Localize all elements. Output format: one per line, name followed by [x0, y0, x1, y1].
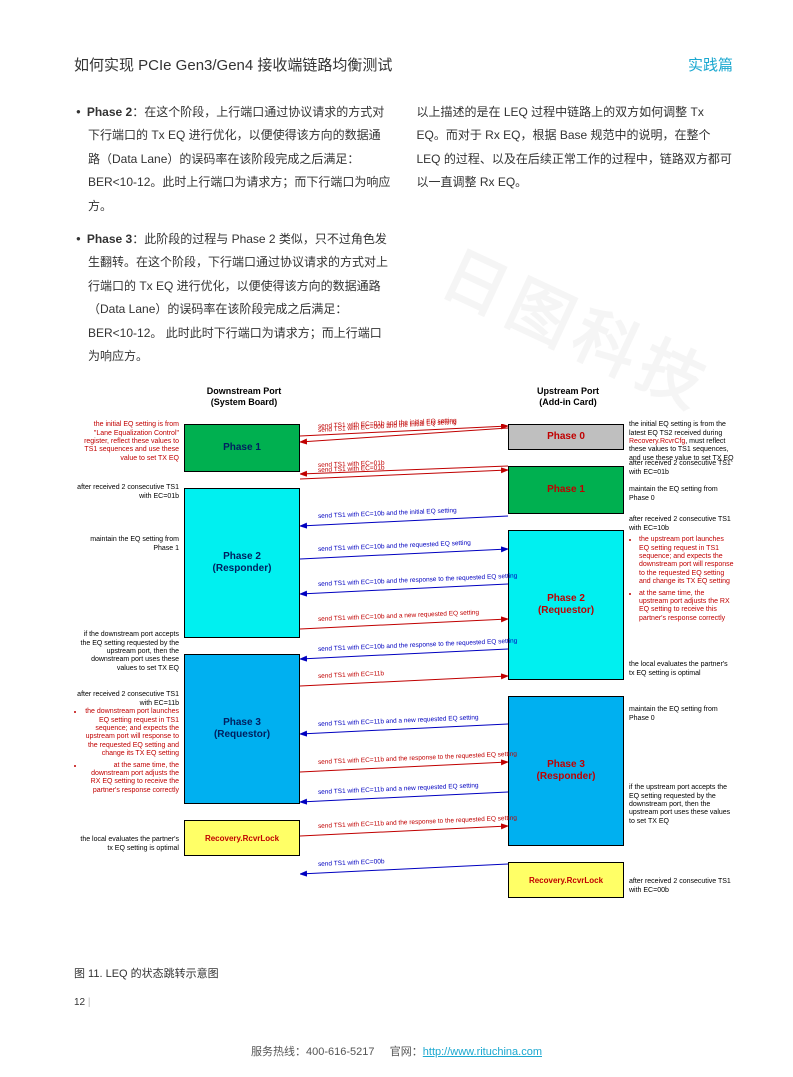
diagram-note-left: after received 2 consecutive TS1 with EC…	[74, 691, 179, 708]
hotline-label: 服务热线：	[251, 1046, 306, 1058]
right-para: 以上描述的是在 LEQ 过程中链路上的双方如何调整 Tx EQ。而对于 Rx E…	[417, 101, 734, 195]
body-columns: Phase 2：在这个阶段，上行端口通过协议请求的方式对下行端口的 Tx EQ …	[74, 101, 733, 378]
left-column: Phase 2：在这个阶段，上行端口通过协议请求的方式对下行端口的 Tx EQ …	[74, 101, 391, 378]
hotline: 400-616-5217	[306, 1046, 375, 1058]
phase3-para: Phase 3：此阶段的过程与 Phase 2 类似，只不过角色发生翻转。在这个…	[74, 228, 391, 368]
downstream-phase-box: Phase 3(Requestor)	[184, 654, 300, 804]
figure-caption: 图 11. LEQ 的状态跳转示意图	[74, 965, 733, 981]
right-column: 以上描述的是在 LEQ 过程中链路上的双方如何调整 Tx EQ。而对于 Rx E…	[417, 101, 734, 378]
leq-diagram: Downstream Port(System Board) Upstream P…	[74, 386, 733, 951]
page-footer: 服务热线：400-616-5217 官网：http://www.rituchin…	[0, 1043, 793, 1059]
upstream-phase-box: Recovery.RcvrLock	[508, 862, 624, 898]
upstream-title: Upstream Port(Add-in Card)	[508, 386, 628, 408]
page-number: 12 |	[74, 997, 733, 1008]
downstream-phase-box: Phase 1	[184, 424, 300, 472]
diagram-note-left: if the downstream port accepts the EQ se…	[74, 631, 179, 673]
downstream-title: Downstream Port(System Board)	[184, 386, 304, 408]
page-tag: 实践篇	[688, 54, 733, 75]
upstream-phase-box: Phase 1	[508, 466, 624, 514]
phase2-para: Phase 2：在这个阶段，上行端口通过协议请求的方式对下行端口的 Tx EQ …	[74, 101, 391, 218]
diagram-note-right: if the upstream port accepts the EQ sett…	[629, 784, 734, 826]
upstream-stack: Phase 0 Phase 1 Phase 2(Requestor) Phase 3(…	[508, 424, 624, 898]
site-link[interactable]: http://www.rituchina.com	[423, 1046, 542, 1058]
upstream-phase-box: Phase 3(Responder)	[508, 696, 624, 846]
diagram-note-right: after received 2 consecutive TS1 with EC…	[629, 516, 734, 533]
downstream-phase-box: Phase 2(Responder)	[184, 488, 300, 638]
downstream-stack: Phase 1 Phase 2(Responder) Phase 3(Request…	[184, 424, 300, 856]
upstream-phase-box: Phase 2(Requestor)	[508, 530, 624, 680]
diagram-note-right: maintain the EQ setting from Phase 0	[629, 706, 734, 723]
diagram-note-right: the local evaluates the partner's tx EQ …	[629, 661, 734, 678]
diagram-note-right: after received 2 consecutive TS1 with EC…	[629, 460, 734, 477]
diagram-note-left: the downstream port launches EQ setting …	[74, 708, 179, 798]
downstream-phase-box: Recovery.RcvrLock	[184, 820, 300, 856]
diagram-note-left: the initial EQ setting is from "Lane Equ…	[74, 421, 179, 463]
page-header: 如何实现 PCIe Gen3/Gen4 接收端链路均衡测试 实践篇	[74, 54, 733, 75]
diagram-note-right: after received 2 consecutive TS1 with EC…	[629, 878, 734, 895]
phase3-text: 此阶段的过程与 Phase 2 类似，只不过角色发生翻转。在这个阶段，下行端口通…	[88, 232, 388, 363]
phase2-text: 在这个阶段，上行端口通过协议请求的方式对下行端口的 Tx EQ 进行优化，以便使…	[88, 105, 390, 213]
diagram-note-left: the local evaluates the partner's tx EQ …	[74, 836, 179, 853]
upstream-phase-box: Phase 0	[508, 424, 624, 450]
diagram-note-right: maintain the EQ setting from Phase 0	[629, 486, 734, 503]
diagram-note-right: the upstream port launches EQ setting re…	[629, 536, 734, 626]
diagram-note-right: the initial EQ setting is from the lates…	[629, 421, 734, 463]
diagram-note-left: after received 2 consecutive TS1 with EC…	[74, 484, 179, 501]
page-title: 如何实现 PCIe Gen3/Gen4 接收端链路均衡测试	[74, 54, 392, 75]
diagram-note-left: maintain the EQ setting from Phase 1	[74, 536, 179, 553]
site-label: 官网：	[390, 1046, 423, 1058]
